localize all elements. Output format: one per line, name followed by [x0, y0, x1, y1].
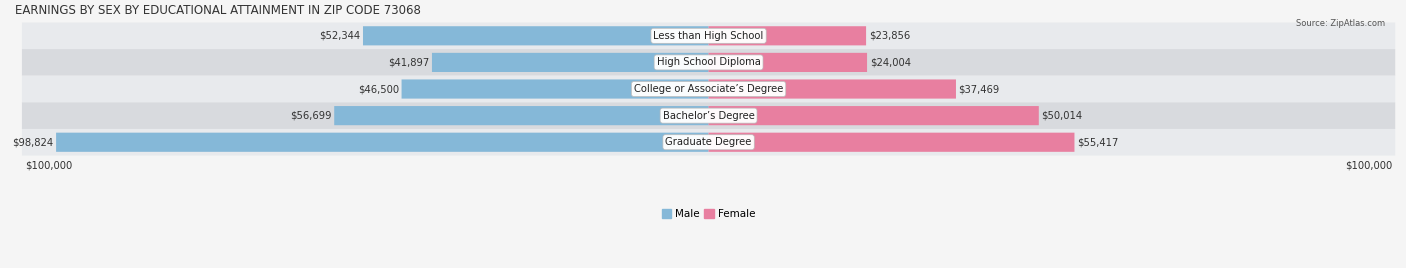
Text: Bachelor’s Degree: Bachelor’s Degree: [662, 111, 755, 121]
Text: $24,004: $24,004: [870, 57, 911, 68]
Text: $41,897: $41,897: [388, 57, 429, 68]
Text: EARNINGS BY SEX BY EDUCATIONAL ATTAINMENT IN ZIP CODE 73068: EARNINGS BY SEX BY EDUCATIONAL ATTAINMEN…: [15, 4, 422, 17]
Text: $46,500: $46,500: [357, 84, 399, 94]
FancyBboxPatch shape: [22, 76, 1395, 102]
FancyBboxPatch shape: [432, 53, 709, 72]
FancyBboxPatch shape: [709, 133, 1074, 152]
FancyBboxPatch shape: [363, 26, 709, 45]
Text: College or Associate’s Degree: College or Associate’s Degree: [634, 84, 783, 94]
Text: $23,856: $23,856: [869, 31, 910, 41]
Text: Less than High School: Less than High School: [654, 31, 763, 41]
FancyBboxPatch shape: [22, 129, 1395, 155]
FancyBboxPatch shape: [335, 106, 709, 125]
FancyBboxPatch shape: [402, 79, 709, 99]
Legend: Male, Female: Male, Female: [658, 205, 759, 224]
FancyBboxPatch shape: [22, 23, 1395, 49]
Text: Source: ZipAtlas.com: Source: ZipAtlas.com: [1296, 19, 1385, 28]
FancyBboxPatch shape: [22, 102, 1395, 129]
FancyBboxPatch shape: [22, 49, 1395, 76]
FancyBboxPatch shape: [56, 133, 709, 152]
Text: $98,824: $98,824: [13, 137, 53, 147]
Text: High School Diploma: High School Diploma: [657, 57, 761, 68]
Text: $52,344: $52,344: [319, 31, 360, 41]
Text: $56,699: $56,699: [290, 111, 332, 121]
FancyBboxPatch shape: [709, 26, 866, 45]
Text: $37,469: $37,469: [959, 84, 1000, 94]
Text: $50,014: $50,014: [1042, 111, 1083, 121]
FancyBboxPatch shape: [709, 53, 868, 72]
Text: $55,417: $55,417: [1077, 137, 1119, 147]
Text: Graduate Degree: Graduate Degree: [665, 137, 752, 147]
FancyBboxPatch shape: [709, 79, 956, 99]
FancyBboxPatch shape: [709, 106, 1039, 125]
